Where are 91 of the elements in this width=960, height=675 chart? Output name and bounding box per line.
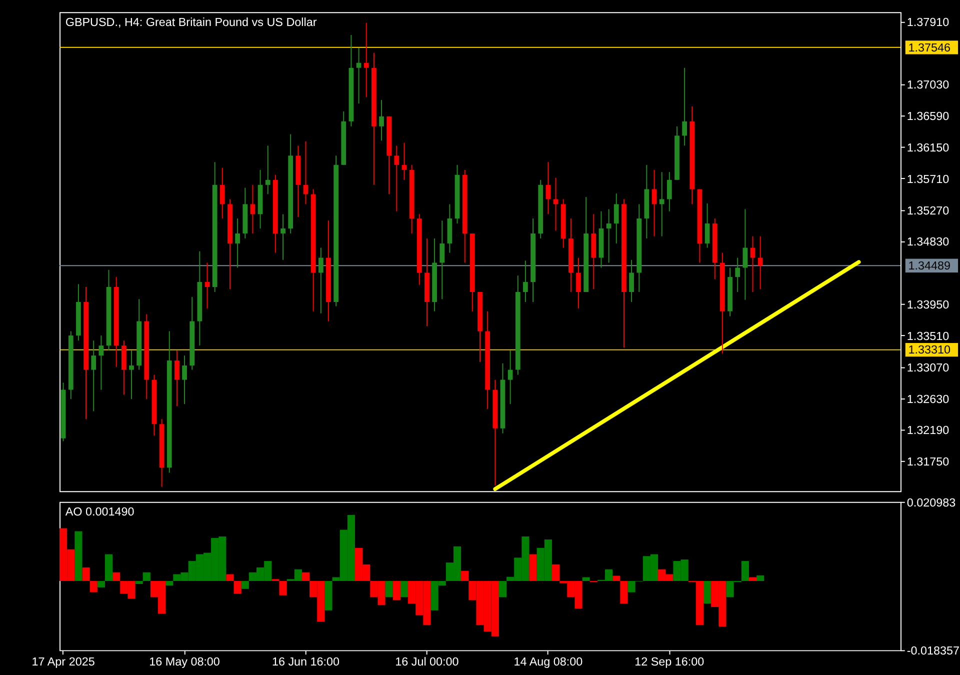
bar [142, 572, 150, 581]
candlestick [265, 145, 270, 195]
bar [226, 574, 234, 581]
x-tick-label: 17 Apr 2025 [32, 655, 96, 668]
x-tick-label: 16 May 08:00 [149, 655, 220, 668]
y-tick-label: 1.33950 [906, 298, 950, 312]
bar [166, 581, 174, 586]
bar [400, 581, 408, 598]
y-tick-label: 1.35270 [906, 204, 950, 218]
candlestick [356, 47, 362, 104]
bar [112, 572, 120, 581]
x-tick-label: 14 Aug 08:00 [514, 655, 584, 668]
candlestick [402, 142, 407, 180]
y-tick-label: 1.36150 [906, 141, 950, 154]
candlestick [652, 169, 657, 237]
candlestick [303, 140, 308, 205]
bar [385, 581, 393, 598]
bar [741, 561, 749, 581]
bar [529, 554, 537, 581]
candlestick [704, 202, 710, 248]
bar [756, 575, 764, 581]
bar [97, 581, 105, 588]
candlestick [508, 350, 513, 405]
bar [90, 581, 98, 592]
bar [392, 581, 400, 600]
bar [279, 581, 287, 596]
bar [74, 531, 82, 581]
bar [704, 581, 712, 604]
candlestick [364, 22, 369, 98]
candlestick [235, 218, 240, 268]
ref-line-label: 1.34489 [908, 260, 951, 273]
y-tick-label: 1.35710 [906, 172, 950, 186]
bar [498, 581, 507, 598]
candlestick [220, 167, 225, 219]
bar [620, 581, 628, 604]
candlestick [250, 184, 256, 234]
candlestick [394, 145, 400, 212]
candlestick [629, 259, 634, 302]
bar [461, 570, 469, 581]
y-tick-label: 1.32630 [906, 392, 950, 406]
candlestick [91, 340, 96, 412]
bar [748, 577, 757, 581]
y-tick-label: 1.33510 [906, 330, 950, 343]
candlestick [523, 260, 528, 302]
candlestick [750, 236, 756, 292]
candlestick [129, 350, 134, 400]
candlestick [204, 262, 210, 309]
bar [582, 577, 590, 581]
candlestick [546, 162, 551, 215]
candlestick [758, 236, 763, 290]
candlestick [379, 99, 384, 142]
x-tick-label: 16 Jun 16:00 [272, 655, 340, 668]
y-tick-label: 1.33070 [906, 361, 950, 374]
candlestick [742, 208, 748, 300]
bar [241, 581, 249, 589]
bar [302, 572, 310, 581]
y-tick-label: 0.020983 [906, 496, 956, 510]
chart-title: AO 0.001490 [65, 506, 135, 519]
candlestick [280, 214, 286, 260]
y-tick-label: 1.31750 [906, 456, 950, 469]
candlestick [174, 350, 180, 407]
y-tick-label: -0.018357 [906, 644, 960, 658]
bar [612, 576, 620, 581]
x-tick-label: 16 Jul 00:00 [395, 655, 460, 668]
chart-title: GBPUSD., H4: Great Britain Pound vs US Dollar [65, 16, 317, 29]
candlestick [614, 192, 619, 244]
bar [234, 581, 242, 594]
y-tick-label: 1.37030 [906, 78, 950, 92]
candlestick [682, 67, 687, 146]
bar [104, 554, 113, 581]
y-tick-label: 1.36590 [906, 110, 950, 124]
bar [324, 581, 332, 610]
candlestick [98, 335, 104, 390]
candlestick [576, 257, 581, 309]
y-tick-label: 1.32190 [906, 424, 950, 438]
y-tick-label: 1.34830 [906, 236, 950, 249]
ref-line-label: 1.33310 [908, 344, 952, 357]
candlestick [440, 220, 445, 300]
candlestick [182, 355, 187, 405]
bar [552, 564, 560, 581]
candlestick [659, 172, 664, 237]
candlestick [606, 208, 612, 264]
bar [82, 567, 90, 581]
bar [135, 581, 143, 584]
candlestick [735, 257, 740, 292]
candlestick [318, 247, 324, 314]
candlestick [553, 177, 558, 232]
candlestick [666, 172, 672, 212]
x-tick-label: 12 Sep 16:00 [634, 655, 705, 668]
y-tick-label: 1.37910 [906, 16, 950, 29]
ref-line-label: 1.37546 [908, 41, 951, 54]
